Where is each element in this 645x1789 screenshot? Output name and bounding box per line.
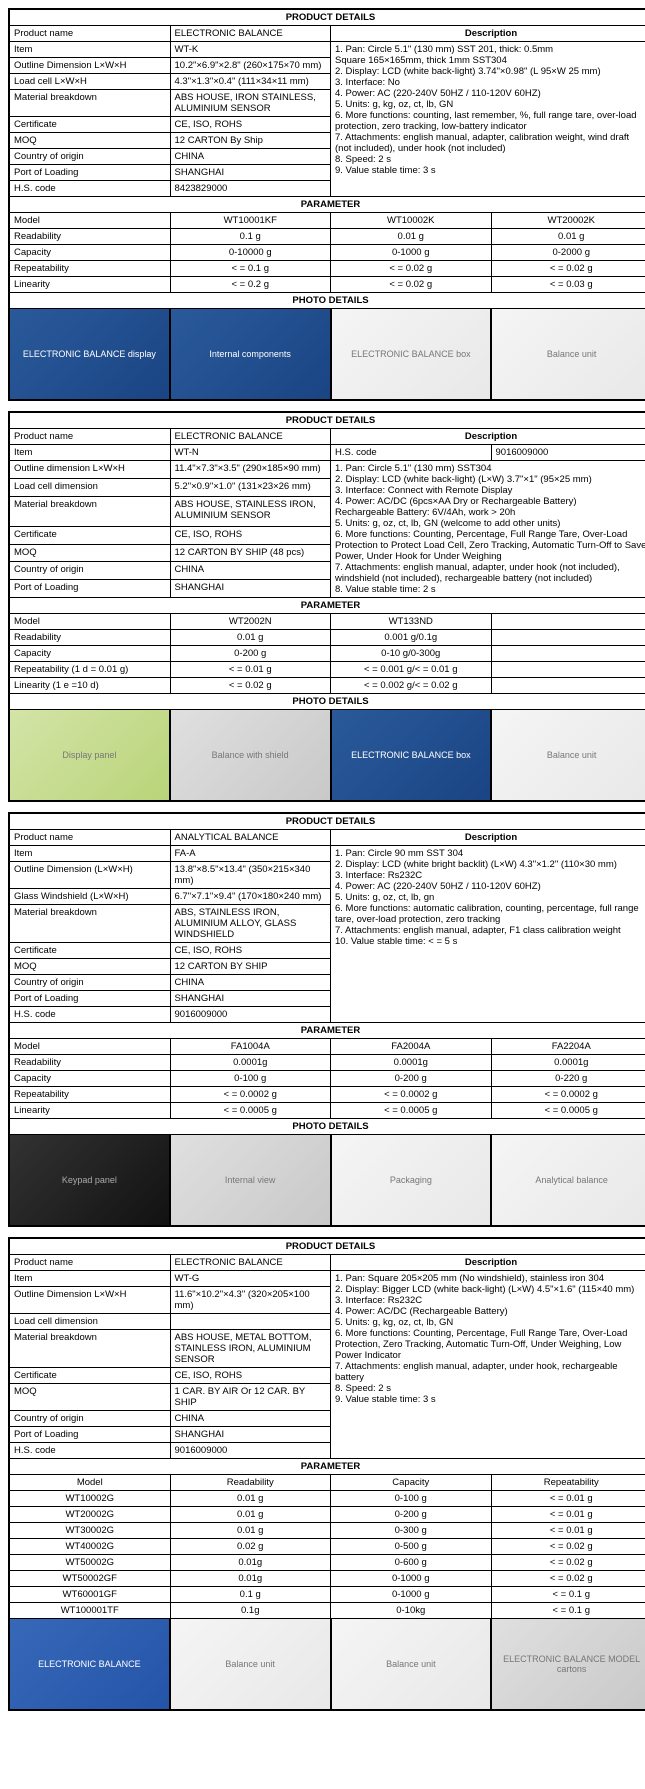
header-description: Description — [331, 26, 645, 42]
product-photo: Balance unit — [492, 710, 645, 801]
product-photo: Balance unit — [332, 1619, 491, 1710]
product-photo: ELECTRONIC BALANCE display — [10, 309, 169, 400]
product-photo: Display panel — [10, 710, 169, 801]
product-photo: Internal view — [171, 1135, 330, 1226]
photo-row: Display panel Balance with shield ELECTR… — [9, 710, 645, 801]
product-details-table: PRODUCT DETAILS Product name ANALYTICAL … — [9, 813, 645, 1135]
header-product-details: PRODUCT DETAILS — [10, 10, 645, 26]
product-photo: Balance with shield — [171, 710, 330, 801]
product-section-4: PRODUCT DETAILS Product name ELECTRONIC … — [8, 1237, 645, 1711]
photo-row: ELECTRONIC BALANCE display Internal comp… — [9, 309, 645, 400]
product-section-3: PRODUCT DETAILS Product name ANALYTICAL … — [8, 812, 645, 1227]
photo-row: Keypad panel Internal view Packaging Ana… — [9, 1135, 645, 1226]
value: ELECTRONIC BALANCE — [170, 26, 331, 42]
header-parameter: PARAMETER — [10, 197, 645, 213]
product-photo: Balance unit — [492, 309, 645, 400]
product-photo: Internal components — [171, 309, 330, 400]
product-section-1: PRODUCT DETAILS Product name ELECTRONIC … — [8, 8, 645, 401]
product-photo: ELECTRONIC BALANCE box — [332, 309, 491, 400]
product-details-table: PRODUCT DETAILS Product name ELECTRONIC … — [9, 1238, 645, 1619]
product-photo: Keypad panel — [10, 1135, 169, 1226]
photo-row: ELECTRONIC BALANCE Balance unit Balance … — [9, 1619, 645, 1710]
product-details-table: PRODUCT DETAILS Product name ELECTRONIC … — [9, 9, 645, 309]
label: Product name — [10, 26, 171, 42]
product-photo: Packaging — [332, 1135, 491, 1226]
product-photo: ELECTRONIC BALANCE box — [332, 710, 491, 801]
product-details-table: PRODUCT DETAILS Product name ELECTRONIC … — [9, 412, 645, 710]
header-photo-details: PHOTO DETAILS — [10, 293, 645, 309]
product-photo: Balance unit — [171, 1619, 330, 1710]
description-text: 1. Pan: Circle 5.1" (130 mm) SST 201, th… — [331, 42, 645, 197]
product-photo: ELECTRONIC BALANCE MODEL cartons — [492, 1619, 645, 1710]
product-photo: ELECTRONIC BALANCE — [10, 1619, 169, 1710]
product-section-2: PRODUCT DETAILS Product name ELECTRONIC … — [8, 411, 645, 802]
product-photo: Analytical balance — [492, 1135, 645, 1226]
